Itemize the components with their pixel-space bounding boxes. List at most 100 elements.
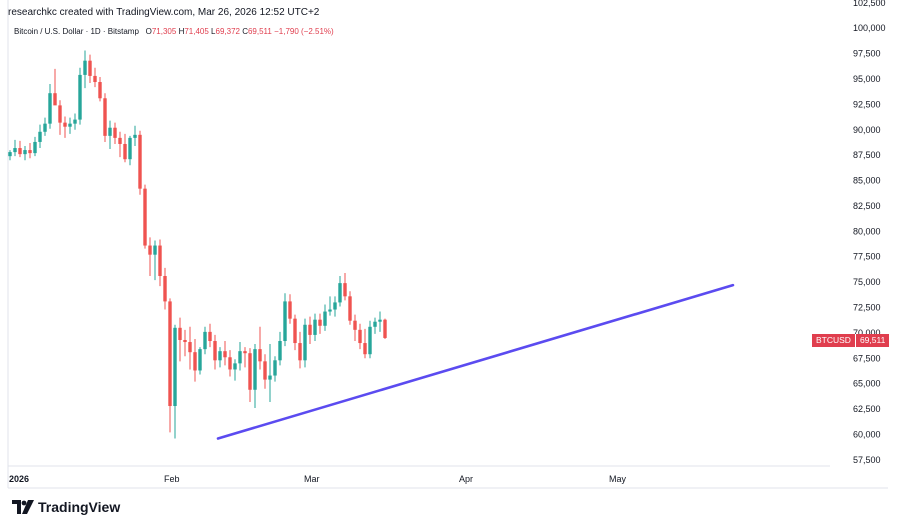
candles-group — [8, 50, 387, 439]
high-value: 71,405 — [184, 27, 209, 36]
candle-body — [128, 137, 132, 160]
candle-body — [158, 245, 162, 277]
candle-body — [188, 342, 192, 353]
tradingview-logo[interactable]: TradingView — [12, 499, 120, 515]
candle-body — [53, 93, 57, 106]
candle-body — [13, 148, 17, 153]
candle-body — [223, 351, 227, 358]
close-label: C — [242, 27, 248, 36]
candle-body — [143, 188, 147, 246]
candle-body — [248, 353, 252, 390]
candle-body — [353, 320, 357, 330]
symbol-name[interactable]: Bitcoin / U.S. Dollar · 1D · Bitstamp — [14, 27, 139, 36]
candle-body — [8, 152, 12, 157]
candle-body — [93, 75, 97, 83]
candle-body — [98, 82, 102, 99]
time-axis[interactable]: 2026 Feb Mar Apr May — [9, 474, 627, 484]
candle-body — [258, 349, 262, 362]
x-tick-label: Apr — [459, 474, 473, 484]
candle-body — [23, 150, 27, 155]
tradingview-logo-icon — [12, 500, 34, 514]
candle-body — [108, 127, 112, 136]
candle-body — [348, 296, 352, 321]
candle-body — [73, 119, 77, 124]
tradingview-logo-text: TradingView — [38, 499, 121, 515]
candle-body — [233, 363, 237, 370]
y-tick-label: 92,500 — [853, 99, 881, 109]
y-tick-label: 82,500 — [853, 201, 881, 211]
candle-body — [218, 351, 222, 361]
candle-body — [178, 327, 182, 340]
candle-body — [118, 137, 122, 144]
candle-body — [63, 122, 67, 127]
symbol-info-bar: Bitcoin / U.S. Dollar · 1D · Bitstamp O7… — [14, 27, 334, 36]
candle-body — [133, 134, 137, 138]
y-tick-label: 95,000 — [853, 74, 881, 84]
x-tick-label: Mar — [304, 474, 320, 484]
candle-body — [338, 283, 342, 303]
candle-body — [83, 60, 87, 75]
candle-body — [198, 349, 202, 371]
trendline-group[interactable] — [216, 283, 735, 440]
candle-body — [298, 343, 302, 361]
candle-body — [68, 123, 72, 127]
candle-body — [313, 319, 317, 335]
badge-symbol: BTCUSD — [812, 334, 856, 347]
high-label: H — [178, 27, 185, 36]
candle-body — [33, 141, 37, 154]
candle-body — [58, 105, 62, 123]
change-value: −1,790 (−2.51%) — [274, 27, 334, 36]
candle-body — [213, 341, 217, 361]
candle-body — [333, 302, 337, 310]
candle-body — [88, 60, 92, 76]
candle-body — [253, 349, 257, 390]
y-tick-label: 102,500 — [853, 0, 886, 8]
candle-body — [373, 321, 377, 327]
candle-body — [293, 318, 297, 344]
y-tick-label: 65,000 — [853, 379, 881, 389]
y-tick-label: 100,000 — [853, 23, 886, 33]
candle-body — [18, 148, 22, 155]
candle-body — [28, 150, 32, 154]
watermark-created-by: researchkc created with TradingView.com,… — [8, 7, 320, 18]
candle-body — [303, 324, 307, 361]
candle-body — [173, 327, 177, 407]
support-trendline[interactable] — [216, 283, 735, 440]
y-tick-label: 90,000 — [853, 125, 881, 135]
candle-body — [78, 74, 82, 120]
y-tick-label: 72,500 — [853, 302, 881, 312]
candle-body — [163, 276, 167, 302]
candle-body — [203, 331, 207, 350]
open-value: 71,305 — [151, 27, 177, 36]
candle-body — [318, 319, 322, 326]
candle-body — [283, 301, 287, 342]
x-tick-label: May — [609, 474, 627, 484]
price-axis[interactable]: 102,500 100,000 97,500 95,000 92,500 90,000 87… — [853, 0, 886, 465]
candle-body — [343, 283, 347, 297]
candle-body — [123, 143, 127, 160]
low-label: L — [211, 27, 216, 36]
close-value: 69,511 — [247, 27, 272, 36]
last-price-badge: BTCUSD 69,511 — [812, 334, 890, 347]
y-tick-label: 57,500 — [853, 455, 881, 465]
candle-body — [383, 319, 387, 338]
y-tick-label: 77,500 — [853, 252, 881, 262]
candle-body — [288, 301, 292, 319]
y-tick-label: 75,000 — [853, 277, 881, 287]
candle-body — [328, 309, 332, 312]
candle-body — [363, 343, 367, 355]
candle-body — [38, 131, 42, 142]
candle-body — [148, 245, 152, 255]
y-tick-label: 85,000 — [853, 176, 881, 186]
candle-body — [308, 324, 312, 335]
x-tick-label: 2026 — [9, 474, 29, 484]
candle-body — [43, 123, 47, 132]
open-label: O — [145, 27, 152, 36]
y-tick-label: 60,000 — [853, 429, 881, 439]
y-tick-label: 87,500 — [853, 150, 881, 160]
candle-body — [193, 352, 197, 371]
candle-body — [238, 351, 242, 364]
y-tick-label: 62,500 — [853, 404, 881, 414]
candle-body — [183, 339, 187, 343]
